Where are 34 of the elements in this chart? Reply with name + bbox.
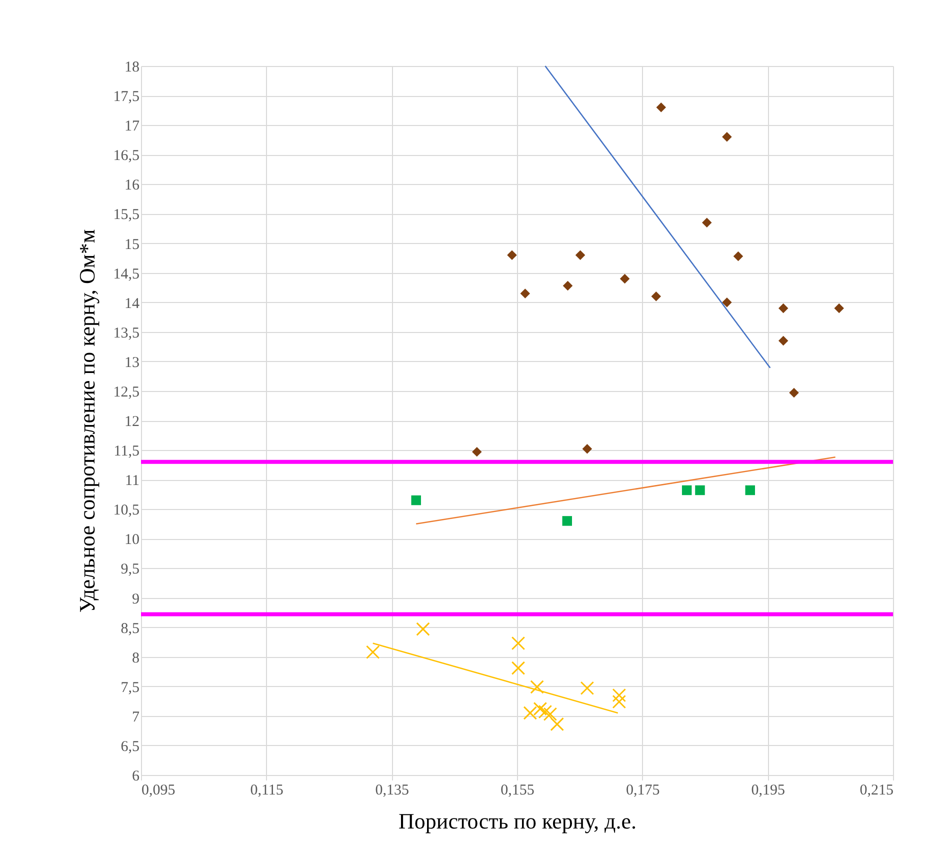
y-tick-label: 16,5 — [113, 148, 140, 164]
y-tick-label: 7,5 — [120, 680, 140, 696]
y-tick-label: 7 — [132, 709, 140, 726]
x-tick-label: 0,095 — [142, 782, 176, 798]
y-tick-label: 6,5 — [120, 738, 140, 755]
y-tick-label: 10 — [124, 532, 140, 548]
x-tick-label: 0,215 — [860, 782, 894, 798]
y-tick-label: 8,5 — [120, 620, 140, 637]
y-tick-label: 14 — [124, 296, 140, 312]
y-tick-label: 9 — [132, 591, 140, 608]
y-tick-label: 8 — [132, 650, 140, 666]
y-tick-label: 17 — [124, 118, 140, 135]
y-tick-label: 10,5 — [113, 502, 140, 519]
y-tick-label: 18 — [124, 60, 140, 76]
x-tick-label: 0,195 — [751, 782, 786, 798]
y-tick-label: 13 — [124, 354, 140, 371]
y-tick-label: 15 — [124, 236, 140, 253]
y-tick-label: 11 — [125, 473, 140, 490]
y-tick-label: 15,5 — [113, 207, 140, 224]
x-axis-title: Пористость по керну, д.е. — [398, 808, 636, 834]
y-tick-label: 16 — [124, 178, 140, 194]
y-tick-label: 17,5 — [113, 89, 140, 106]
x-tick-label: 0,135 — [375, 782, 410, 798]
x-tick-label: 0,175 — [626, 782, 660, 798]
y-tick-label: 14,5 — [113, 266, 140, 282]
y-tick-label: 12,5 — [113, 384, 140, 400]
y-tick-label: 9,5 — [120, 562, 140, 578]
y-tick-label: 6 — [132, 768, 140, 784]
y-tick-label: 12 — [124, 414, 140, 430]
x-tick-label: 0,155 — [500, 782, 534, 798]
y-tick-label: 13,5 — [113, 325, 140, 342]
y-axis-title: Удельное сопротивление по керну, Ом*м — [74, 229, 100, 613]
y-tick-label: 11,5 — [114, 444, 140, 460]
x-tick-label: 0,115 — [250, 782, 284, 798]
